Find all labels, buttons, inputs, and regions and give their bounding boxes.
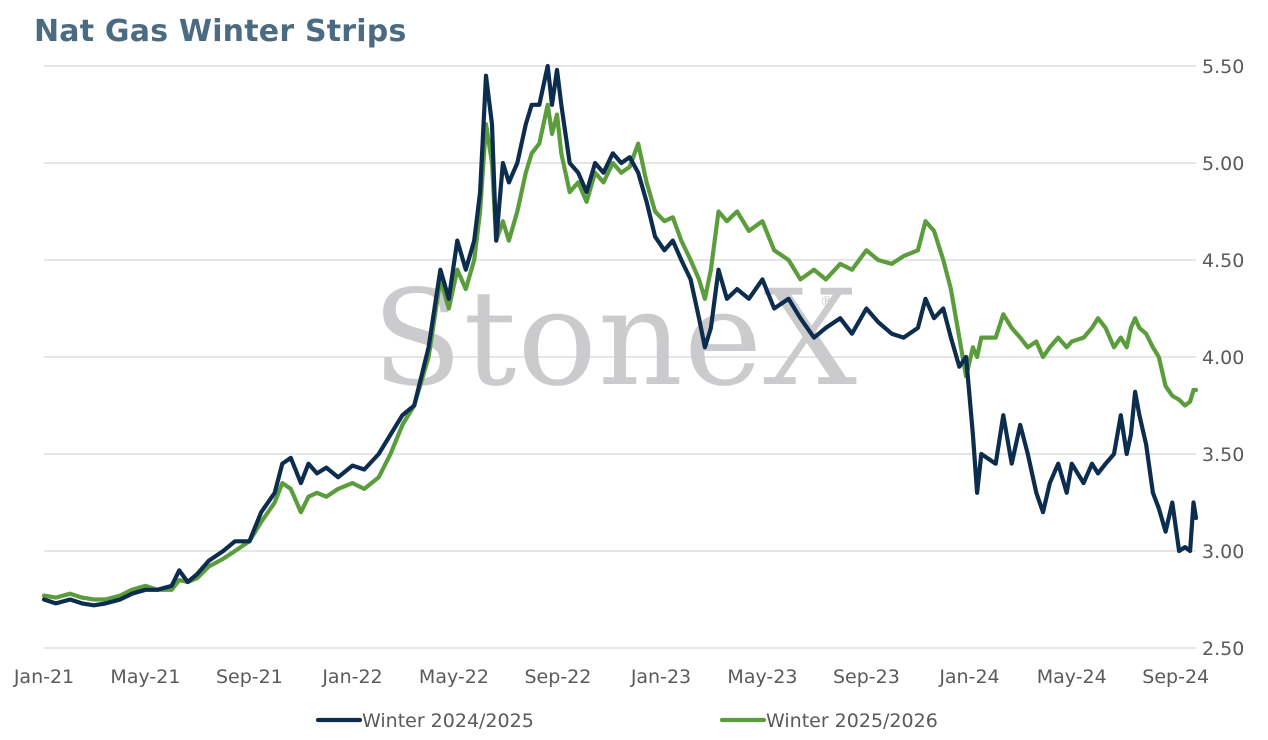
- x-tick-label: Jan-23: [630, 666, 691, 688]
- series-line-winter-2024-2025: [41, 63, 1199, 608]
- registered-mark: ®: [820, 294, 834, 310]
- series-line-winter-2025-2026: [41, 102, 1199, 602]
- x-tick-label: Sep-24: [1142, 666, 1209, 688]
- y-axis-ticks: 2.50 3.00 3.50 4.00 4.50 5.00 5.50: [1202, 56, 1244, 660]
- x-tick-label: May-21: [110, 666, 180, 688]
- y-tick-label: 3.00: [1202, 541, 1244, 563]
- series-lines: [41, 63, 1199, 608]
- x-tick-label: Sep-23: [833, 666, 900, 688]
- y-tick-label: 3.50: [1202, 444, 1244, 466]
- x-tick-label: Jan-21: [13, 666, 74, 688]
- x-tick-label: May-24: [1037, 666, 1107, 688]
- x-tick-label: May-22: [419, 666, 489, 688]
- x-tick-label: Sep-22: [524, 666, 591, 688]
- y-tick-label: 4.00: [1202, 347, 1244, 369]
- y-tick-label: 5.50: [1202, 56, 1244, 78]
- legend-label: Winter 2024/2025: [362, 710, 534, 732]
- x-axis-ticks: Jan-21 May-21 Sep-21 Jan-22 May-22 Sep-22 Jan-…: [13, 666, 1209, 688]
- x-tick-label: Jan-24: [938, 666, 999, 688]
- x-tick-label: Jan-22: [321, 666, 382, 688]
- chart-title: Nat Gas Winter Strips: [34, 14, 407, 49]
- y-tick-label: 5.00: [1202, 153, 1244, 175]
- y-tick-label: 2.50: [1202, 638, 1244, 660]
- x-tick-label: Sep-21: [216, 666, 283, 688]
- legend: Winter 2024/2025 Winter 2025/2026: [315, 710, 938, 732]
- y-tick-label: 4.50: [1202, 250, 1244, 272]
- x-tick-label: May-23: [727, 666, 797, 688]
- legend-label: Winter 2025/2026: [766, 710, 938, 732]
